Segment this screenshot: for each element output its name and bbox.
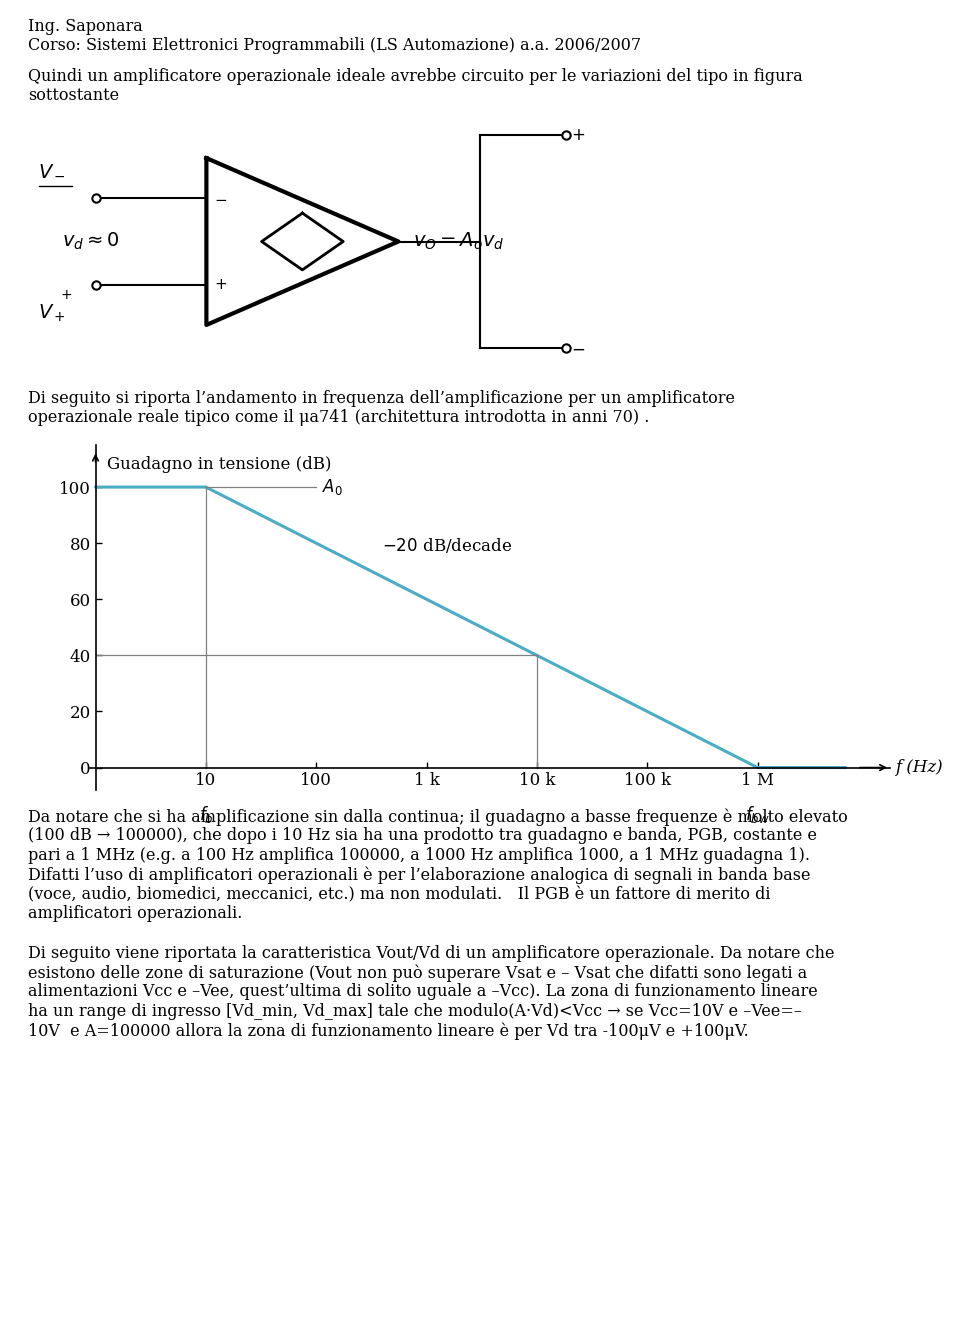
Text: $-$: $-$ [571,339,586,358]
Text: f (Hz): f (Hz) [896,759,943,776]
Text: $V_+$: $V_+$ [38,303,66,324]
Text: $V_-$: $V_-$ [38,161,66,178]
Text: Di seguito si riporta l’andamento in frequenza dell’amplificazione per un amplif: Di seguito si riporta l’andamento in fre… [28,389,735,407]
Text: esistono delle zone di saturazione (Vout non può superare Vsat e – Vsat che difa: esistono delle zone di saturazione (Vout… [28,964,807,982]
Text: $v_O = A_o v_d$: $v_O = A_o v_d$ [413,231,504,253]
Text: $-20$ dB/decade: $-20$ dB/decade [382,537,513,556]
Text: $f_{bw}$: $f_{bw}$ [745,804,770,825]
Text: (100 dB → 100000), che dopo i 10 Hz sia ha una prodotto tra guadagno e banda, PG: (100 dB → 100000), che dopo i 10 Hz sia … [28,828,817,844]
Text: Da notare che si ha amplificazione sin dalla continua; il guadagno a basse frequ: Da notare che si ha amplificazione sin d… [28,808,848,825]
Text: pari a 1 MHz (e.g. a 100 Hz amplifica 100000, a 1000 Hz amplifica 1000, a 1 MHz : pari a 1 MHz (e.g. a 100 Hz amplifica 10… [28,847,810,864]
Text: Difatti l’uso di amplificatori operazionali è per l’elaborazione analogica di se: Difatti l’uso di amplificatori operazion… [28,867,810,884]
Text: sottostante: sottostante [28,86,119,104]
Text: Di seguito viene riportata la caratteristica Vout/Vd di un amplificatore operazi: Di seguito viene riportata la caratteris… [28,945,834,961]
Text: Guadagno in tensione (dB): Guadagno in tensione (dB) [107,456,331,473]
Text: Quindi un amplificatore operazionale ideale avrebbe circuito per le variazioni d: Quindi un amplificatore operazionale ide… [28,68,803,85]
Text: amplificatori operazionali.: amplificatori operazionali. [28,905,242,922]
Text: (voce, audio, biomedici, meccanici, etc.) ma non modulati.   Il PGB è un fattore: (voce, audio, biomedici, meccanici, etc.… [28,886,771,902]
Text: Corso: Sistemi Elettronici Programmabili (LS Automazione) a.a. 2006/2007: Corso: Sistemi Elettronici Programmabili… [28,37,641,54]
Text: 10V  e A=100000 allora la zona di funzionamento lineare è per Vd tra -100μV e +1: 10V e A=100000 allora la zona di funzion… [28,1022,749,1041]
Text: operazionale reale tipico come il μa741 (architettura introdotta in anni 70) .: operazionale reale tipico come il μa741 … [28,409,649,427]
Text: Ing. Saponara: Ing. Saponara [28,19,143,35]
Text: $+$: $+$ [213,278,227,292]
Text: $f_b$: $f_b$ [199,804,213,825]
Text: alimentazioni Vcc e –Vee, quest’ultima di solito uguale a –Vcc). La zona di funz: alimentazioni Vcc e –Vee, quest’ultima d… [28,983,818,1001]
Text: ha un range di ingresso [Vd_min, Vd_max] tale che modulo(A·Vd)<Vcc → se Vcc=10V : ha un range di ingresso [Vd_min, Vd_max]… [28,1003,802,1019]
Text: $A_0$: $A_0$ [322,477,343,497]
Text: $+$: $+$ [60,288,72,302]
Text: $-$: $-$ [213,190,227,206]
Text: $v_d \approx 0$: $v_d \approx 0$ [62,231,120,253]
Text: $+$: $+$ [571,126,586,144]
